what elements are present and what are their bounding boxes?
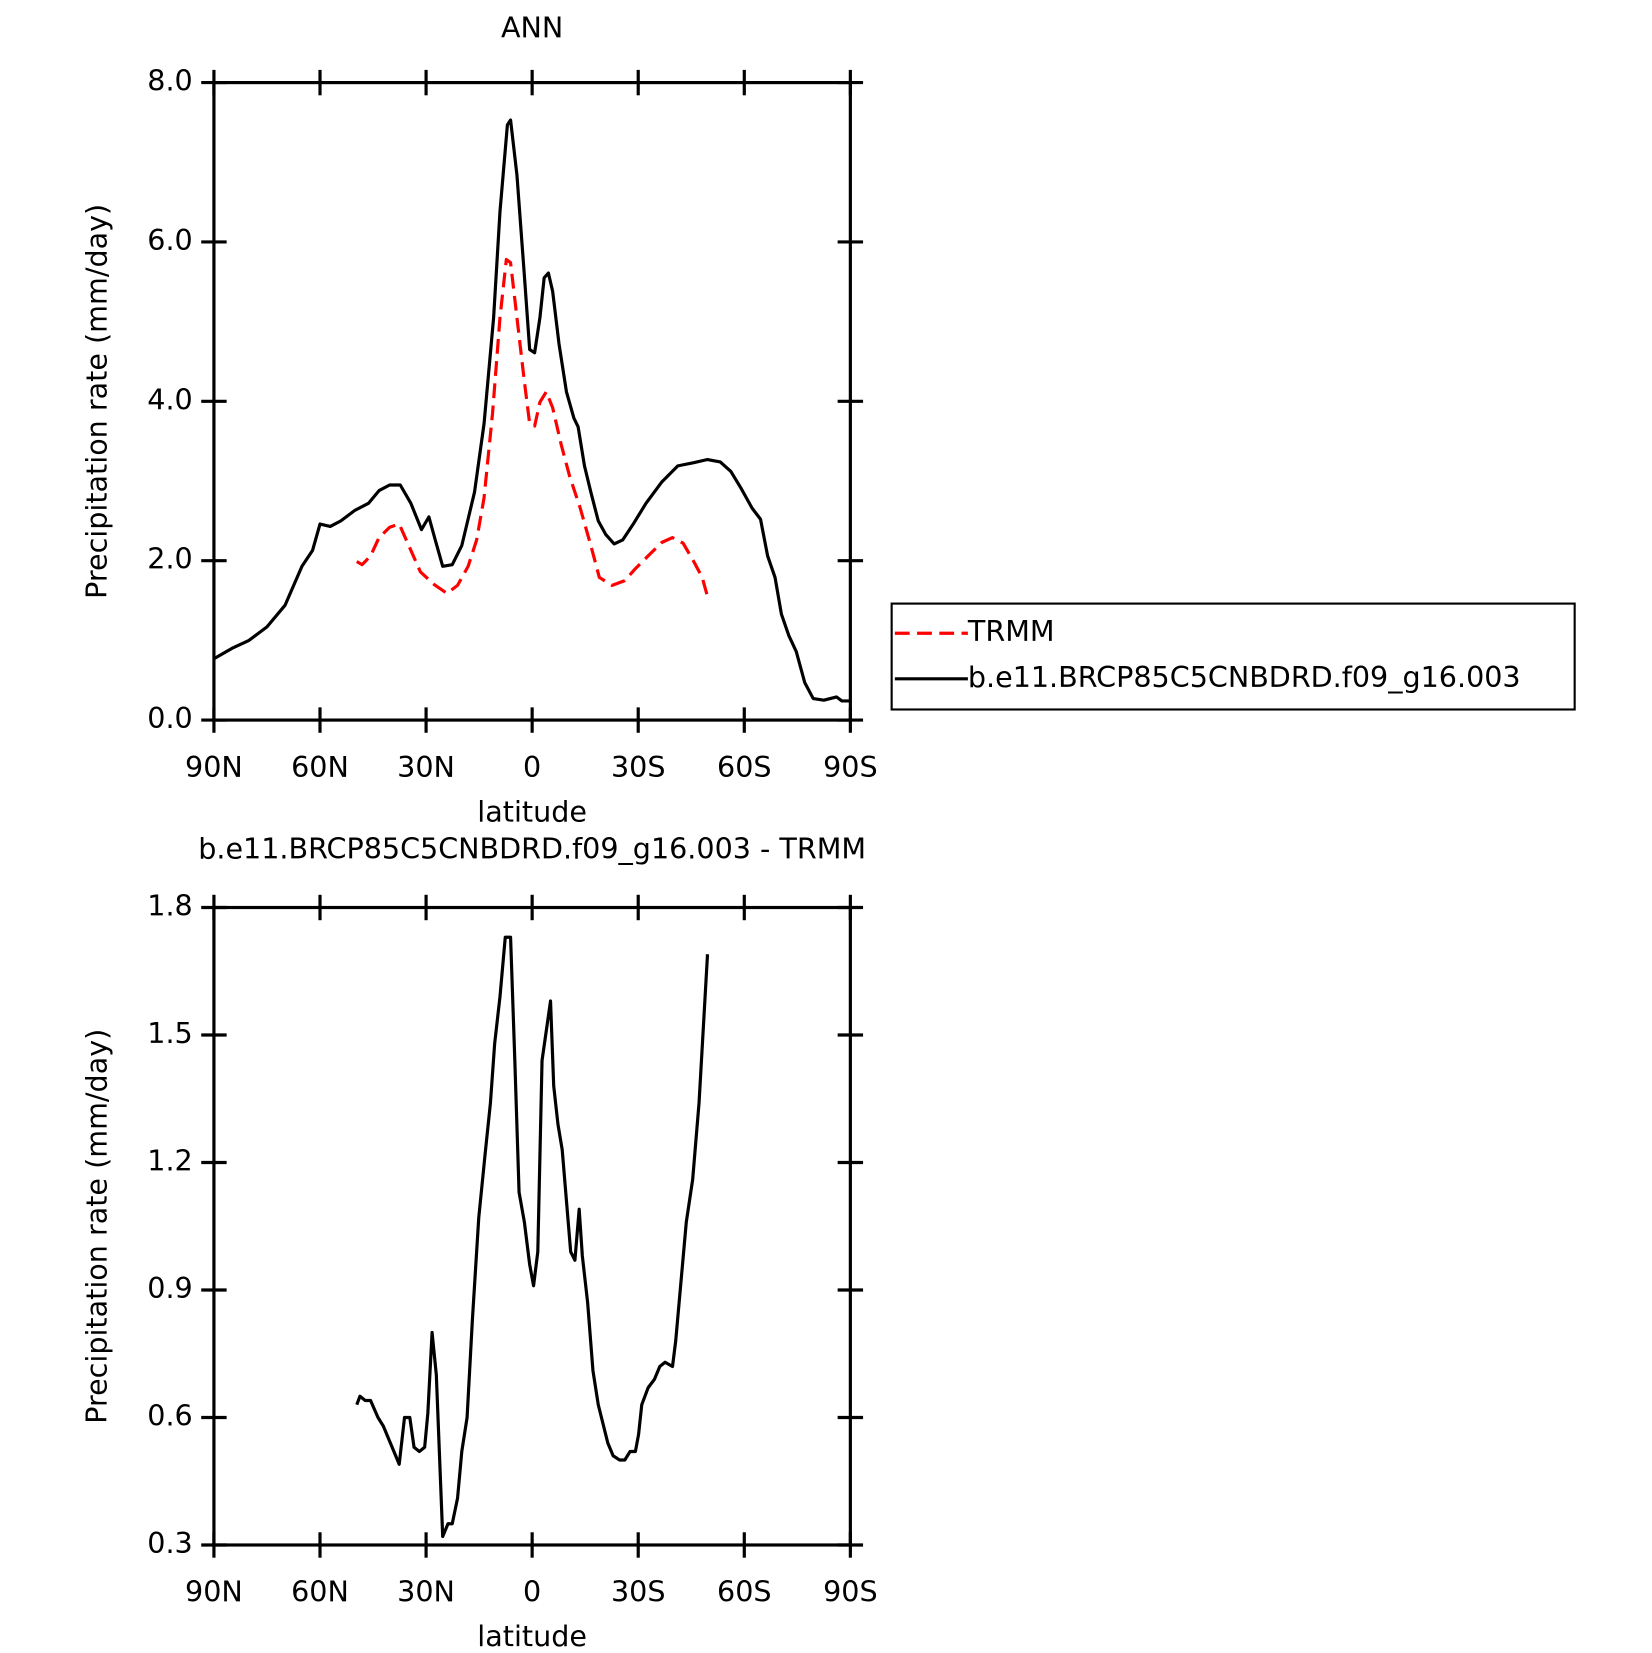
- x-tick-label: 60N: [291, 750, 349, 784]
- x-axis-label: latitude: [477, 1619, 587, 1653]
- legend-box: [890, 602, 1576, 711]
- x-tick-label: 90N: [185, 1575, 243, 1609]
- x-tick-label: 0: [523, 1575, 541, 1609]
- chart-title: b.e11.BRCP85C5CNBDRD.f09_g16.003 - TRMM: [198, 831, 866, 865]
- y-axis-label: Precipitation rate (mm/day): [80, 204, 114, 599]
- data-line: [355, 935, 710, 1539]
- y-tick-label: 1.2: [147, 1144, 192, 1178]
- x-tick-label: 90N: [185, 750, 243, 784]
- x-axis-label: latitude: [477, 794, 587, 828]
- legend: TRMM b.e11.BRCP85C5CNBDRD.f09_g16.003: [890, 602, 1576, 711]
- y-tick-label: 0.9: [147, 1271, 192, 1305]
- x-tick-label: 90S: [823, 1575, 878, 1609]
- plot-frame: [212, 905, 852, 1547]
- y-tick-label: 6.0: [147, 223, 192, 257]
- legend-label: b.e11.BRCP85C5CNBDRD.f09_g16.003: [968, 660, 1521, 694]
- y-tick-label: 2.0: [147, 542, 192, 576]
- y-tick-label: 0.3: [147, 1526, 192, 1560]
- x-tick-label: 0: [523, 750, 541, 784]
- x-tick-label: 30S: [611, 1575, 666, 1609]
- chart-title: ANN: [501, 11, 563, 45]
- y-tick-label: 4.0: [147, 382, 192, 416]
- x-tick-label: 60N: [291, 1575, 349, 1609]
- x-tick-label: 60S: [717, 750, 772, 784]
- y-tick-label: 8.0: [147, 64, 192, 98]
- x-tick-label: 60S: [717, 1575, 772, 1609]
- y-tick-label: 0.6: [147, 1398, 192, 1432]
- y-tick-label: 1.8: [147, 889, 192, 923]
- data-line: [355, 257, 710, 597]
- x-tick-label: 30S: [611, 750, 666, 784]
- y-axis-label: Precipitation rate (mm/day): [80, 1029, 114, 1424]
- y-tick-label: 0.0: [147, 701, 192, 735]
- plot-frame: [212, 81, 852, 722]
- y-tick-label: 1.5: [147, 1016, 192, 1050]
- legend-label: TRMM: [967, 614, 1055, 648]
- data-line: [213, 118, 851, 703]
- x-tick-label: 30N: [397, 1575, 455, 1609]
- x-tick-label: 30N: [397, 750, 455, 784]
- x-tick-label: 90S: [823, 750, 878, 784]
